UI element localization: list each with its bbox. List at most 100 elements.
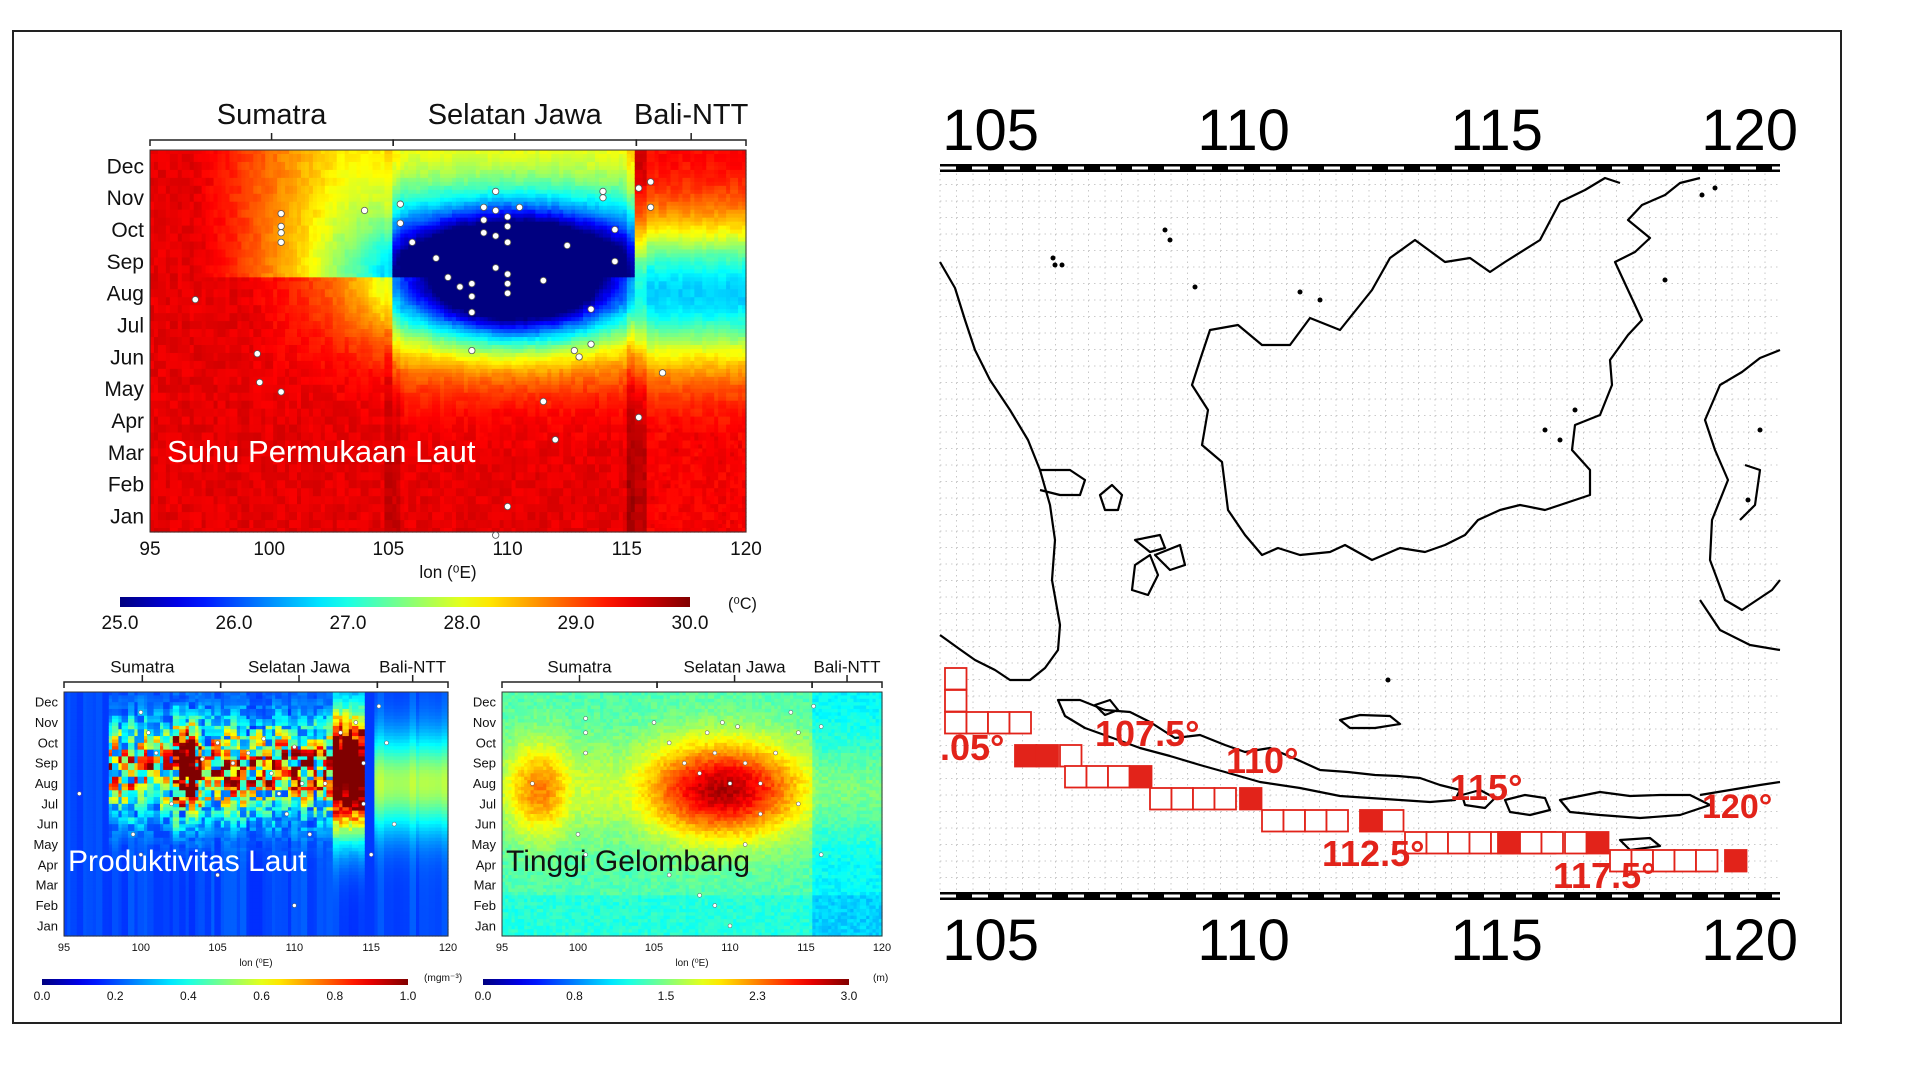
sst-cell — [356, 157, 362, 163]
sst-cell — [308, 209, 314, 215]
sst-cell — [261, 269, 266, 274]
sst-cell — [197, 181, 203, 187]
sst-cell — [249, 201, 254, 207]
sst-cell — [201, 329, 207, 334]
sst-cell — [300, 444, 306, 450]
sst-cell — [181, 297, 187, 302]
sst-cell — [261, 404, 266, 410]
sst-cell — [209, 189, 215, 195]
sst-cell — [245, 269, 250, 274]
sst-cell — [205, 301, 211, 306]
sst-cell — [316, 456, 322, 461]
sst-cell — [181, 173, 187, 179]
sst-cell — [277, 185, 282, 191]
sst-cell — [253, 364, 258, 370]
sst-cell — [205, 341, 211, 346]
sst-cell — [153, 492, 159, 497]
sst-cell — [308, 512, 314, 517]
sst-cell — [237, 516, 242, 521]
sst-cell — [257, 416, 262, 422]
sst-cell — [217, 249, 223, 255]
sst-cell — [277, 337, 282, 342]
sst-cell — [237, 360, 242, 366]
sst-cell — [181, 388, 187, 394]
sst-cell — [257, 161, 262, 167]
sst-cell — [241, 233, 246, 239]
sst-cell — [249, 150, 254, 155]
sst-cell — [340, 520, 346, 525]
sst-cell — [189, 333, 195, 338]
sst-cell — [297, 293, 302, 298]
sst-cell — [189, 372, 195, 378]
sst-cell — [324, 225, 330, 231]
sst-cell — [233, 237, 239, 243]
sst-cell — [324, 249, 330, 255]
sst-cell — [177, 388, 183, 394]
sst-cell — [297, 464, 302, 469]
sst-cell — [181, 364, 187, 370]
sst-cell — [336, 344, 342, 350]
sst-cell — [157, 325, 163, 330]
sst-cell — [265, 265, 270, 270]
sst-cell — [165, 356, 171, 362]
sst-cell — [336, 185, 342, 191]
sst-cell — [245, 356, 250, 362]
sst-cell — [169, 317, 175, 322]
sst-cell — [165, 197, 171, 203]
sst-cell — [324, 420, 330, 426]
sst-cell — [261, 325, 266, 330]
sst-cell — [320, 508, 326, 513]
sst-cell — [336, 333, 342, 338]
sst-cell — [328, 508, 334, 513]
sst-cell — [245, 261, 250, 266]
sst-cell — [344, 392, 350, 398]
sst-cell — [344, 189, 350, 195]
sst-cell — [201, 245, 207, 251]
sst-cell — [269, 273, 274, 278]
sst-cell — [229, 444, 235, 450]
sst-cell — [328, 480, 334, 485]
sst-cell — [352, 337, 358, 342]
sst-cell — [169, 388, 175, 394]
sst-cell — [348, 273, 354, 278]
sst-cell — [316, 241, 322, 247]
sst-cell — [257, 356, 262, 362]
sst-cell — [189, 253, 195, 259]
sst-cell — [328, 249, 334, 255]
sst-cell — [233, 181, 239, 187]
sst-cell — [324, 496, 330, 501]
sst-cell — [281, 150, 286, 155]
sst-cell — [281, 368, 286, 374]
sst-cell — [161, 321, 167, 326]
sst-cell — [205, 217, 211, 223]
sst-cell — [181, 348, 187, 354]
sst-cell — [277, 420, 282, 426]
sst-cell — [217, 436, 223, 442]
sst-cell — [209, 173, 215, 179]
sst-cell — [197, 392, 203, 398]
sst-cell — [177, 237, 183, 243]
sst-cell — [169, 181, 175, 187]
sst-cell — [189, 436, 195, 442]
sst-cell — [304, 261, 310, 266]
sst-cell — [157, 293, 163, 298]
sst-cell — [209, 313, 215, 318]
sst-cell — [169, 448, 175, 454]
sst-cell — [304, 269, 310, 274]
sst-cell — [217, 217, 223, 223]
sst-cell — [165, 225, 171, 231]
sst-cell — [308, 384, 314, 390]
sst-cell — [245, 368, 250, 374]
sst-cell — [336, 484, 342, 489]
sst-cell — [320, 500, 326, 505]
sst-cell — [161, 416, 167, 422]
sst-cell — [352, 181, 358, 187]
sst-cell — [241, 301, 246, 306]
sst-cell — [324, 285, 330, 290]
sst-cell — [197, 428, 203, 434]
sst-cell — [336, 150, 342, 155]
sst-cell — [249, 392, 254, 398]
sst-cell — [177, 317, 183, 322]
sst-cell — [300, 524, 306, 529]
sst-cell — [229, 352, 235, 358]
